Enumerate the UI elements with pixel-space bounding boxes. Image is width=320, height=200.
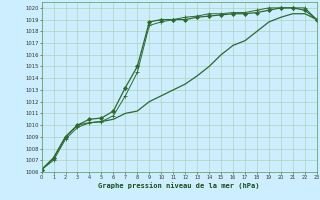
X-axis label: Graphe pression niveau de la mer (hPa): Graphe pression niveau de la mer (hPa) xyxy=(99,182,260,189)
